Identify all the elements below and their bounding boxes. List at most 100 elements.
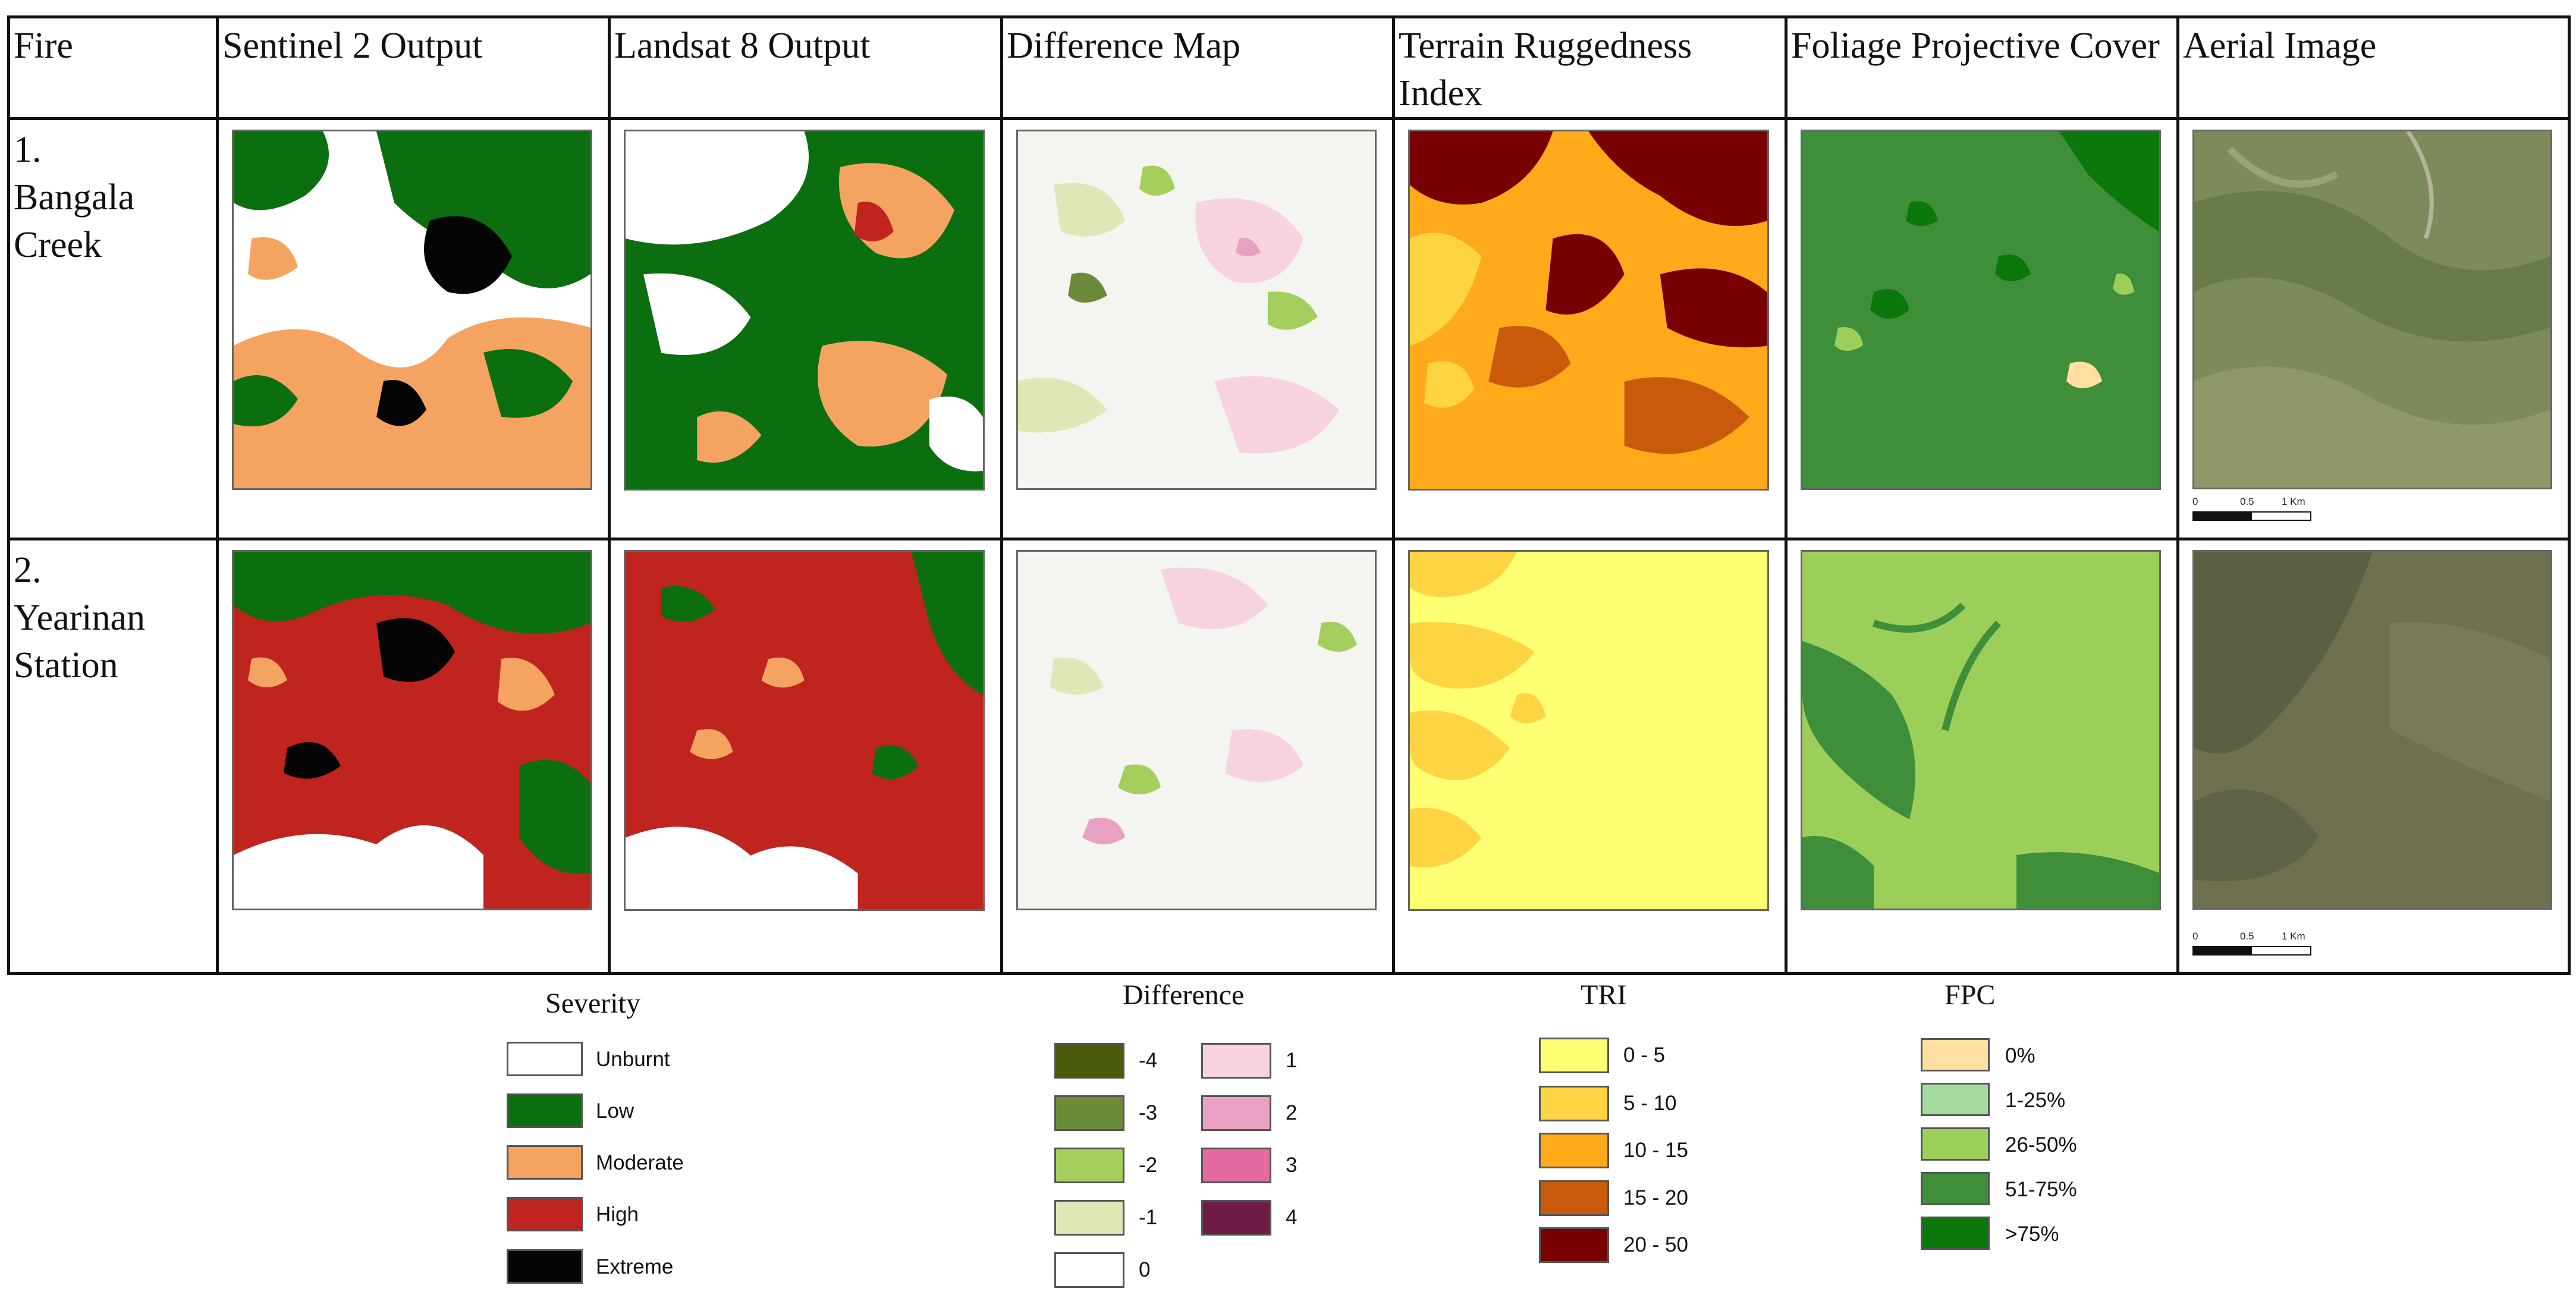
legend-swatch <box>1201 1043 1271 1079</box>
legend-label: 3 <box>1286 1154 1298 1177</box>
difference-map <box>1016 130 1377 490</box>
sentinel-cell <box>216 538 611 975</box>
legend-swatch <box>1054 1148 1124 1183</box>
fire-name-line2: Creek <box>14 225 102 265</box>
legend-label: 4 <box>1286 1206 1298 1229</box>
legend-label: High <box>596 1203 639 1226</box>
legend-swatch <box>1201 1200 1271 1236</box>
sentinel-map <box>232 130 592 490</box>
legend-label: -3 <box>1139 1101 1158 1124</box>
legend-title: Severity <box>545 988 640 1019</box>
table-row: 1. Bangala Creek <box>7 117 2571 540</box>
scale-tick-mid: 0.5 <box>2240 496 2254 507</box>
legend-swatch <box>507 1197 583 1231</box>
fpc-map <box>1801 130 2161 490</box>
legend-label: -1 <box>1139 1206 1158 1229</box>
legend-title: Difference <box>1123 979 1245 1011</box>
legend-swatch <box>1054 1252 1124 1288</box>
sentinel-cell <box>216 117 611 540</box>
table-row: 2. Yearinan Station <box>7 538 2571 975</box>
scale-bar: 0 0.5 1 Km <box>2192 931 2311 964</box>
legend-title: TRI <box>1581 979 1627 1011</box>
legend-swatch <box>507 1249 583 1284</box>
header-difference: Difference Map <box>1000 15 1395 120</box>
legend-label: Unburnt <box>596 1048 670 1071</box>
legend-swatch <box>1054 1095 1124 1131</box>
legend-label: 51-75% <box>2005 1178 2077 1201</box>
fire-number: 2. <box>14 550 42 590</box>
legend-swatch <box>507 1145 583 1180</box>
fpc-cell <box>1785 117 2179 540</box>
tri-map <box>1408 550 1769 911</box>
legend-label: 1-25% <box>2005 1089 2066 1112</box>
difference-cell <box>1000 538 1395 975</box>
legend-swatch <box>507 1093 583 1128</box>
legend-label: Extreme <box>596 1255 674 1278</box>
landsat-cell <box>608 117 1003 540</box>
scale-bar: 0 0.5 1 Km <box>2192 496 2311 529</box>
legend-swatch <box>507 1042 583 1076</box>
legend-swatch <box>1201 1095 1271 1131</box>
tri-map <box>1408 130 1769 491</box>
legend-title: FPC <box>1944 979 1996 1011</box>
fire-name-line1: Yearinan <box>14 598 145 638</box>
fire-name-line1: Bangala <box>14 177 135 218</box>
header-fpc: Foliage Projective Cover <box>1785 15 2179 120</box>
legend-swatch <box>1539 1086 1609 1121</box>
fpc-map <box>1801 550 2161 910</box>
legend-swatch <box>1921 1172 1990 1205</box>
legend-label: -4 <box>1139 1049 1158 1072</box>
legend-label: >75% <box>2005 1222 2059 1246</box>
legend-swatch <box>1054 1200 1124 1236</box>
fire-number: 1. <box>14 130 42 170</box>
legend-label: 5 - 10 <box>1623 1092 1677 1115</box>
legend-label: Moderate <box>596 1151 684 1174</box>
legend-label: 10 - 15 <box>1623 1139 1688 1162</box>
scale-tick-end: 1 Km <box>2282 496 2305 507</box>
legend-swatch <box>1054 1043 1124 1079</box>
sentinel-map <box>232 550 592 910</box>
header-sentinel: Sentinel 2 Output <box>216 15 611 120</box>
legend-label: 20 - 50 <box>1623 1233 1688 1256</box>
legend-swatch <box>1201 1148 1271 1183</box>
header-fire: Fire <box>7 15 219 120</box>
scale-tick-end: 1 Km <box>2282 931 2305 942</box>
difference-cell <box>1000 117 1395 540</box>
landsat-map <box>624 130 985 491</box>
aerial-image <box>2192 130 2552 489</box>
legend-label: 2 <box>1286 1101 1298 1124</box>
legend-label: 0 - 5 <box>1623 1044 1666 1067</box>
landsat-cell <box>608 538 1003 975</box>
fire-label-cell: 2. Yearinan Station <box>7 538 219 975</box>
scale-tick-0: 0 <box>2192 931 2198 942</box>
scale-tick-0: 0 <box>2192 496 2198 507</box>
legend-swatch <box>1539 1180 1609 1216</box>
difference-map <box>1016 550 1377 910</box>
aerial-image <box>2192 550 2552 910</box>
legend-label: -2 <box>1139 1154 1158 1177</box>
legend-swatch <box>1921 1217 1990 1250</box>
legend-label: 26-50% <box>2005 1133 2077 1156</box>
landsat-map <box>624 550 985 911</box>
legend-label: 15 - 20 <box>1623 1186 1688 1209</box>
fire-label-cell: 1. Bangala Creek <box>7 117 219 540</box>
legend-swatch <box>1921 1127 1990 1161</box>
legend-label: 0 <box>1139 1258 1151 1281</box>
fire-name-line2: Station <box>14 645 118 686</box>
legend-swatch <box>1921 1038 1990 1071</box>
legend-label: 1 <box>1286 1049 1298 1072</box>
header-aerial: Aerial Image <box>2176 15 2571 120</box>
legend-label: Low <box>596 1099 634 1123</box>
fpc-cell <box>1785 538 2179 975</box>
scale-tick-mid: 0.5 <box>2240 931 2254 942</box>
header-tri: Terrain Ruggedness Index <box>1392 15 1788 120</box>
legend-swatch <box>1539 1133 1609 1168</box>
aerial-cell: 0 0.5 1 Km <box>2176 538 2571 975</box>
header-landsat: Landsat 8 Output <box>608 15 1003 120</box>
legend-label: 0% <box>2005 1044 2035 1067</box>
aerial-cell: 0 0.5 1 Km <box>2176 117 2571 540</box>
tri-cell <box>1392 117 1788 540</box>
legend-swatch <box>1539 1227 1609 1263</box>
results-table: Fire Sentinel 2 Output Landsat 8 Output … <box>7 15 2571 975</box>
legend-swatch <box>1921 1083 1990 1116</box>
